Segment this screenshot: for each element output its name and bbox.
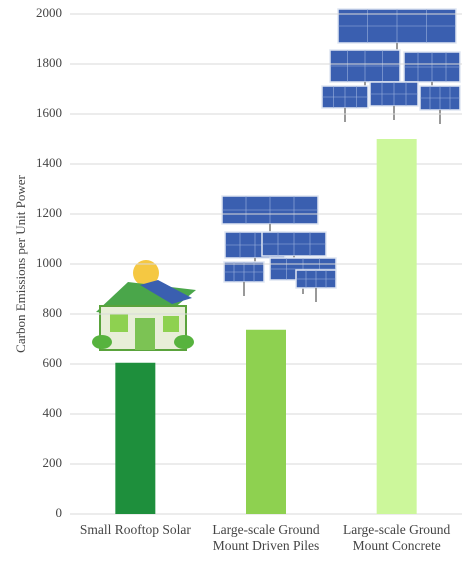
x-tick-label: Large-scale Ground Mount Concrete xyxy=(342,522,451,553)
x-tick-label: Small Rooftop Solar xyxy=(79,522,191,537)
bar xyxy=(376,139,417,514)
y-tick-label: 1800 xyxy=(36,55,62,70)
y-tick-label: 800 xyxy=(43,305,63,320)
y-tick-label: 1400 xyxy=(36,155,62,170)
leaf-icon xyxy=(92,335,112,349)
house-door-icon xyxy=(135,318,155,350)
y-tick-label: 200 xyxy=(43,455,63,470)
y-tick-label: 1600 xyxy=(36,105,62,120)
house-window-icon xyxy=(163,316,179,332)
x-tick-label: Large-scale Ground Mount Driven Piles xyxy=(212,522,320,553)
y-axis-label: Carbon Emissions per Unit Power xyxy=(13,175,28,353)
decorative-icons xyxy=(92,8,461,351)
y-tick-label: 2000 xyxy=(36,5,62,20)
house-window-icon xyxy=(110,314,128,332)
y-tick-label: 400 xyxy=(43,405,63,420)
sun-icon xyxy=(133,260,159,286)
bar xyxy=(246,329,286,514)
y-tick-label: 0 xyxy=(56,505,63,520)
y-tick-label: 1200 xyxy=(36,205,62,220)
bar xyxy=(115,362,156,514)
y-tick-label: 1000 xyxy=(36,255,62,270)
leaf-icon xyxy=(174,335,194,349)
roof-panel-icon xyxy=(140,280,192,304)
y-tick-label: 600 xyxy=(43,355,63,370)
